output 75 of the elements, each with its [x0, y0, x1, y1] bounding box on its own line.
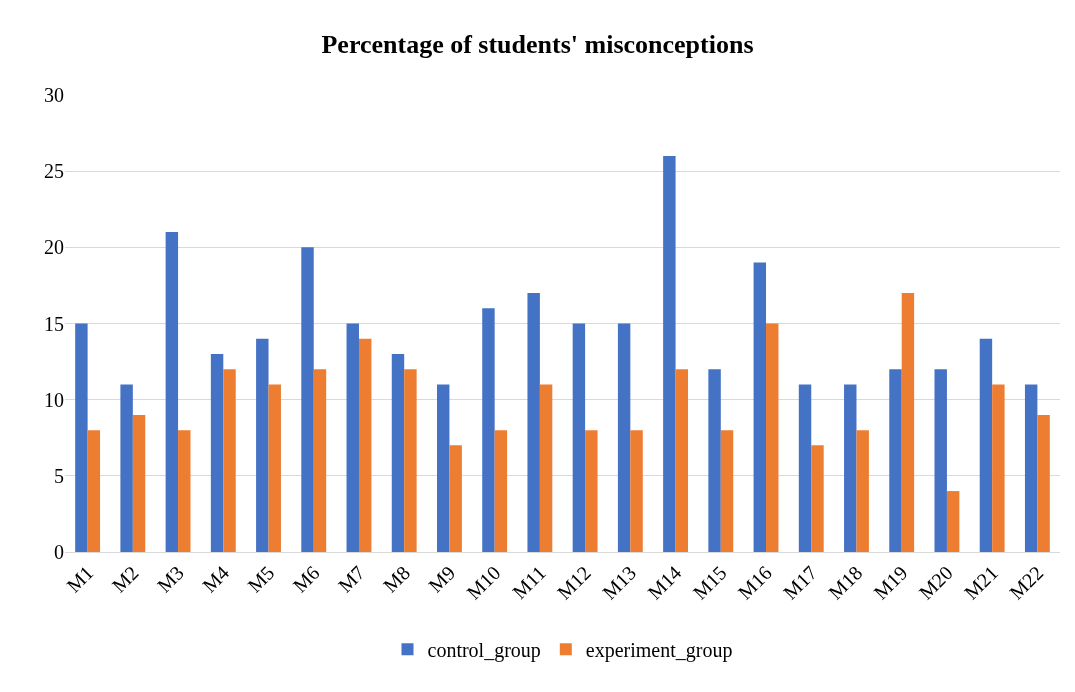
x-tick-label: M1 [62, 561, 98, 597]
bar [856, 430, 869, 552]
bar [494, 430, 508, 552]
bar [766, 323, 779, 552]
y-tick-label: 20 [44, 236, 64, 259]
x-tick-label: M13 [597, 561, 641, 604]
y-tick-label: 15 [44, 312, 64, 335]
bar [753, 262, 767, 552]
bar [223, 369, 236, 552]
y-tick-label: 25 [44, 160, 64, 183]
x-tick-label: M14 [643, 561, 686, 604]
x-tick-label: M3 [152, 561, 188, 597]
bar [301, 247, 314, 552]
bar [979, 338, 993, 552]
bar [268, 384, 281, 552]
bar [436, 384, 450, 552]
bar [358, 338, 372, 552]
bar [663, 155, 676, 552]
x-tick-label: M21 [959, 561, 1003, 604]
y-tick-label: 5 [54, 464, 64, 487]
bar [404, 369, 417, 552]
bar [844, 384, 857, 552]
bar [210, 353, 224, 552]
bar [720, 430, 734, 552]
bar [630, 430, 643, 552]
x-tick-label: M19 [869, 561, 912, 604]
bar [482, 308, 495, 552]
bar [449, 445, 462, 552]
x-tick-label: M6 [288, 561, 324, 597]
bar [934, 369, 947, 552]
bar [313, 369, 327, 552]
legend-label: control_group [427, 638, 541, 662]
bar [391, 353, 405, 552]
x-tick-label: M4 [197, 561, 234, 597]
chart-title: Percentage of students' misconceptions [321, 29, 754, 59]
x-tick-label: M7 [333, 561, 369, 597]
x-tick-label: M11 [508, 561, 550, 604]
bar [617, 323, 631, 552]
bar [889, 369, 902, 552]
bar [87, 430, 101, 552]
x-tick-label: M8 [378, 561, 415, 597]
x-tick-label: M5 [243, 561, 279, 597]
x-tick-label: M9 [424, 561, 460, 597]
bar [798, 384, 812, 552]
x-tick-label: M16 [733, 561, 776, 604]
legend-label: experiment_group [585, 638, 733, 662]
y-tick-label: 30 [44, 84, 64, 106]
bar [527, 293, 540, 552]
bar [132, 414, 146, 552]
x-tick-label: M15 [688, 561, 731, 604]
x-tick-label: M12 [552, 561, 596, 604]
bar [120, 384, 133, 552]
x-tick-label: M10 [462, 561, 505, 604]
y-tick-label: 10 [44, 388, 64, 411]
bar [675, 369, 689, 552]
bar [346, 323, 359, 552]
x-tick-label: M18 [824, 561, 867, 604]
y-tick-label: 0 [54, 541, 64, 563]
bar [992, 384, 1005, 552]
bar [585, 430, 598, 552]
bar [75, 323, 88, 552]
bar [1037, 414, 1050, 552]
bar [811, 445, 824, 552]
bar [178, 430, 191, 552]
bar [256, 338, 269, 552]
bar [946, 491, 960, 552]
bar [901, 293, 915, 552]
x-tick-label: M20 [914, 561, 957, 604]
bar [1024, 384, 1038, 552]
x-tick-label: M2 [107, 561, 143, 597]
bar [165, 232, 179, 552]
x-tick-label: M22 [1005, 561, 1048, 604]
bar [539, 384, 553, 552]
bar [572, 323, 586, 552]
bar [708, 369, 721, 552]
